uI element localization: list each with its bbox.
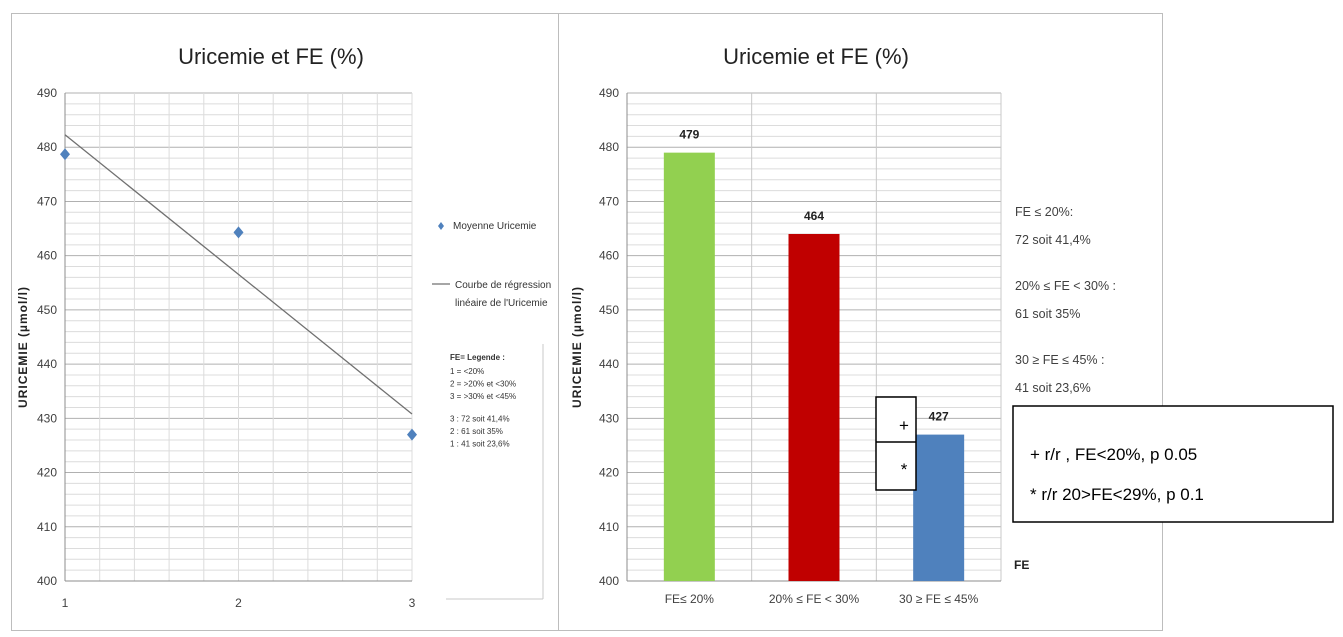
y-tick-label: 470: [37, 194, 57, 208]
y-tick-label: 430: [599, 411, 619, 425]
legend-marker-diamond: [438, 222, 444, 230]
chart-title: Uricemie et FE (%): [723, 44, 909, 69]
bar-value-label: 427: [929, 410, 949, 424]
scatter-chart-panel: Uricemie et FE (%) 400 410 420 430 440 450 460…: [11, 13, 559, 631]
bar-chart: Uricemie et FE (%) 400 410 420 430 440 450 460…: [570, 44, 1116, 606]
y-tick-labels: 400 410 420 430 440 450 460 470 480 490: [599, 86, 619, 588]
legend-label-mean: Moyenne Uricemie: [453, 221, 537, 232]
y-tick-label: 480: [599, 140, 619, 154]
x-axis-label: FE: [1014, 558, 1029, 572]
y-tick-label: 440: [37, 357, 57, 371]
y-axis-label: URICEMIE (µmol/l): [16, 286, 30, 408]
y-tick-label: 460: [599, 249, 619, 263]
marker-box: [875, 396, 917, 491]
y-tick-label: 440: [599, 357, 619, 371]
side-note-line: FE ≤ 20%:: [1015, 205, 1073, 219]
y-tick-label: 450: [37, 303, 57, 317]
legend-label-regression-1: Courbe de régression: [455, 280, 551, 291]
side-notes: FE ≤ 20%: 72 soit 41,4% 20% ≤ FE < 30% : 61…: [1015, 205, 1116, 395]
x-tick-labels: 1 2 3: [62, 596, 416, 610]
bar: [788, 233, 840, 581]
y-tick-label: 490: [37, 86, 57, 100]
data-point: [233, 226, 244, 239]
legend-note-line: 3 : 72 soit 41,4%: [450, 415, 510, 424]
x-tick-label: 30 ≥ FE ≤ 45%: [899, 592, 979, 606]
side-note-line: 20% ≤ FE < 30% :: [1015, 279, 1116, 293]
y-tick-label: 430: [37, 411, 57, 425]
legend-note: FE= Legende : 1 = <20% 2 = >20% et <30% 3 =…: [450, 353, 516, 449]
y-tick-label: 460: [37, 249, 57, 263]
data-points: [60, 148, 417, 441]
y-tick-label: 480: [37, 140, 57, 154]
x-tick-label: 2: [235, 596, 242, 610]
regression-line: [64, 134, 413, 415]
bar: [913, 434, 965, 581]
side-note-line: 30 ≥ FE ≤ 45% :: [1015, 353, 1104, 367]
legend-note-line: 2 : 61 soit 35%: [450, 427, 503, 436]
x-tick-labels: FE≤ 20% 20% ≤ FE < 30% 30 ≥ FE ≤ 45%: [665, 592, 979, 606]
y-axis-label: URICEMIE (µmol/l): [570, 286, 584, 408]
x-tick-label: 1: [62, 596, 69, 610]
x-tick-label: 20% ≤ FE < 30%: [769, 592, 860, 606]
significance-markers: + *: [875, 396, 917, 491]
y-tick-labels: 400 410 420 430 440 450 460 470 480 490: [37, 86, 57, 588]
bars: [663, 152, 965, 581]
legend-label-regression-2: linéaire de l'Uricemie: [455, 298, 548, 309]
scatter-chart: Uricemie et FE (%) 400 410 420 430 440 450 460…: [16, 44, 551, 610]
significance-annotation: + r/r , FE<20%, p 0.05 * r/r 20>FE<29%, …: [1012, 405, 1334, 523]
annotation-line-1: + r/r , FE<20%, p 0.05: [1030, 445, 1197, 464]
data-point: [60, 148, 70, 161]
y-tick-label: 400: [599, 574, 619, 588]
grid: [64, 92, 413, 582]
y-tick-label: 410: [599, 520, 619, 534]
y-tick-label: 420: [599, 466, 619, 480]
bar-value-label: 464: [804, 209, 824, 223]
side-note-line: 41 soit 23,6%: [1015, 381, 1091, 395]
annotation-line-2: * r/r 20>FE<29%, p 0.1: [1030, 485, 1204, 504]
bar: [663, 152, 715, 581]
legend-note-line: 3 = >30% et <45%: [450, 392, 516, 401]
y-tick-label: 490: [599, 86, 619, 100]
bar-value-label: 479: [679, 128, 699, 142]
legend-note-line: FE= Legende :: [450, 353, 505, 362]
y-tick-label: 400: [37, 574, 57, 588]
legend-note-line: 2 = >20% et <30%: [450, 380, 516, 389]
side-note-line: 72 soit 41,4%: [1015, 233, 1091, 247]
bar-chart-panel: Uricemie et FE (%) 400 410 420 430 440 450 460…: [558, 13, 1163, 631]
x-tick-label: 3: [409, 596, 416, 610]
y-tick-label: 470: [599, 194, 619, 208]
y-tick-label: 450: [599, 303, 619, 317]
chart-title: Uricemie et FE (%): [178, 44, 364, 69]
legend-note-line: 1 : 41 soit 23,6%: [450, 440, 510, 449]
legend-note-line: 1 = <20%: [450, 367, 484, 376]
side-note-line: 61 soit 35%: [1015, 307, 1080, 321]
bar-value-labels: 479 464 427: [679, 128, 949, 424]
marker-star: *: [901, 460, 908, 479]
marker-plus: +: [899, 416, 909, 435]
legend: Moyenne Uricemie Courbe de régression li…: [432, 221, 551, 309]
data-point: [407, 428, 417, 441]
annotation-box: [1012, 405, 1334, 523]
x-tick-label: FE≤ 20%: [665, 592, 715, 606]
y-tick-label: 410: [37, 520, 57, 534]
y-tick-label: 420: [37, 466, 57, 480]
